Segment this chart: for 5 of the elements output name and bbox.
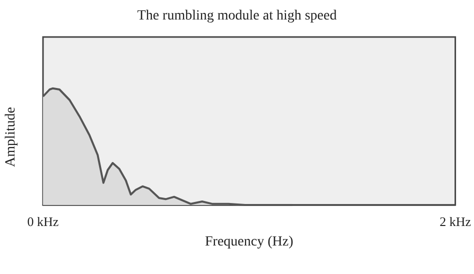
chart-title: The rumbling module at high speed xyxy=(137,8,337,24)
x-axis-title: Frequency (Hz) xyxy=(205,234,294,250)
x-tick-label: 2 kHz xyxy=(440,214,472,229)
x-tick-label: 0 kHz xyxy=(27,214,59,229)
y-axis-title: Amplitude xyxy=(4,107,18,167)
